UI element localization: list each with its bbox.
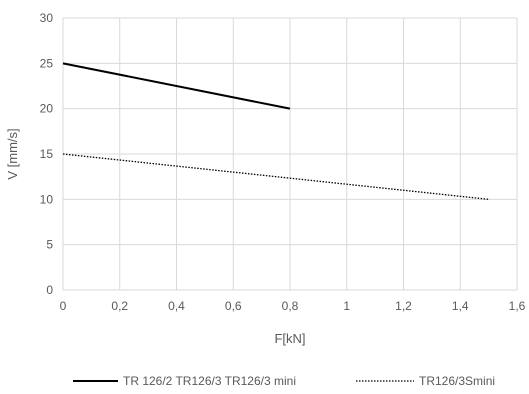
y-tick-label: 25 [40,56,54,70]
y-tick-label: 10 [40,192,54,206]
x-tick-label: 0,6 [225,299,242,313]
y-axis-tick-labels: 0 5 10 15 20 25 30 [40,11,54,297]
series-line-2 [62,153,489,200]
legend-label-1: TR 126/2 TR126/3 TR126/3 mini [123,374,296,388]
x-tick-label: 0,4 [168,299,185,313]
x-tick-label: 1,6 [509,299,526,313]
legend-label-2: TR126/3Smini [419,374,495,388]
x-axis-tick-labels: 0 0,2 0,4 0,6 0,8 1 1,2 1,4 1,6 [60,299,526,313]
series-lines [62,62,489,200]
grid-lines [62,17,518,291]
x-tick-label: 0 [60,299,67,313]
series-line-1 [62,62,291,110]
x-tick-label: 1,2 [395,299,412,313]
y-tick-label: 5 [46,238,53,252]
x-tick-label: 0,8 [282,299,299,313]
legend: TR 126/2 TR126/3 TR126/3 mini TR126/3Smin… [73,374,495,388]
y-tick-label: 30 [40,11,54,25]
x-tick-label: 0,2 [111,299,128,313]
y-tick-label: 20 [40,102,54,116]
x-tick-label: 1 [343,299,350,313]
y-tick-label: 15 [40,147,54,161]
y-axis-title: V [mm/s] [5,128,20,179]
x-axis-title: F[kN] [274,331,305,346]
x-tick-label: 1,4 [452,299,469,313]
y-tick-label: 0 [46,283,53,297]
